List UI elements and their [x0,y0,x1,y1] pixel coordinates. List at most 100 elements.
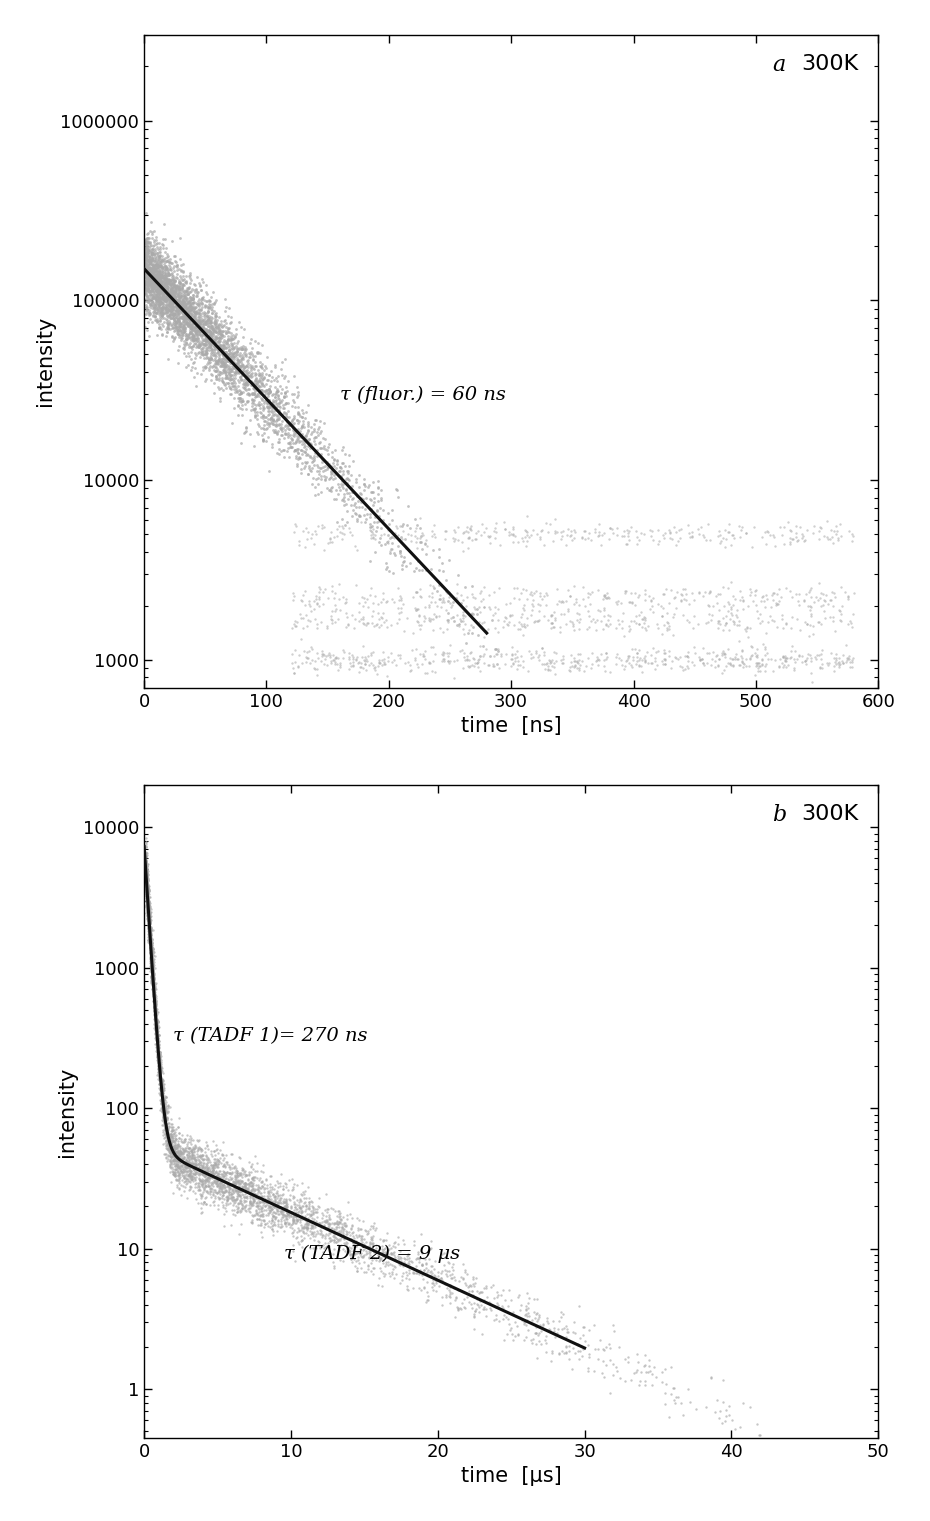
Point [293,1188,308,1212]
Point [142,891,157,916]
Point [413,584,428,608]
Point [205,301,219,325]
Point [464,1279,479,1303]
Point [567,1320,582,1345]
Point [140,922,155,946]
Point [188,307,203,332]
Point [612,646,627,671]
Point [188,321,203,345]
Point [245,1208,259,1232]
Point [166,274,181,298]
Point [179,309,193,333]
Point [240,364,255,388]
Point [229,357,244,382]
Point [233,367,248,391]
Point [468,526,483,551]
Point [567,520,582,545]
Point [246,1182,260,1206]
Point [312,409,327,433]
Point [149,998,164,1022]
Point [149,301,164,325]
Point [419,1259,434,1284]
Point [140,919,155,943]
Point [212,1145,227,1170]
Point [442,1291,457,1316]
Point [299,516,313,540]
Point [143,917,158,941]
Point [147,975,162,999]
Point [271,1212,286,1237]
Point [209,1150,224,1174]
Point [142,908,157,932]
Point [181,281,196,306]
Point [266,368,281,392]
Point [201,329,216,353]
Point [242,1192,257,1217]
Point [159,266,174,291]
Point [161,263,176,287]
Point [247,373,262,397]
Point [140,227,154,251]
Point [153,1069,168,1094]
Point [286,1203,301,1227]
Point [209,1154,224,1179]
Point [167,295,182,319]
Point [468,1299,483,1323]
Point [140,891,154,916]
Point [137,271,152,295]
Point [318,643,333,668]
Point [267,1189,282,1214]
Point [450,563,465,587]
Point [155,1098,170,1122]
Point [247,377,262,402]
Point [247,1177,262,1202]
Point [295,1200,310,1224]
Point [149,287,164,312]
Point [164,275,179,300]
Point [192,319,206,344]
Point [301,1194,316,1218]
Point [162,1132,177,1156]
Point [246,1177,260,1202]
Point [224,1142,239,1167]
Point [176,322,191,347]
Point [363,502,378,526]
Point [140,908,155,932]
Point [346,493,361,517]
Point [326,1224,341,1249]
Point [192,333,206,357]
Point [570,649,585,674]
Point [211,348,226,373]
Point [336,487,351,511]
Point [376,646,391,671]
Point [181,1153,196,1177]
Point [387,1235,402,1259]
Point [215,348,230,373]
Point [277,382,292,406]
Point [139,873,153,897]
Point [352,660,366,684]
Point [266,1182,281,1206]
Point [166,1133,181,1157]
Point [336,435,351,459]
Point [594,523,609,548]
Point [137,260,152,284]
Point [175,1122,190,1147]
Point [316,643,331,668]
Point [270,421,285,446]
Point [158,1118,173,1142]
Point [208,1133,223,1157]
Point [203,297,218,321]
Point [166,283,180,307]
Point [201,1168,216,1192]
Point [168,269,183,294]
Point [257,1186,272,1211]
Point [153,277,168,301]
Point [427,513,442,537]
Point [140,284,154,309]
Point [517,1311,532,1335]
Point [775,523,790,548]
Point [141,893,156,917]
Point [300,1211,315,1235]
Point [139,243,153,268]
